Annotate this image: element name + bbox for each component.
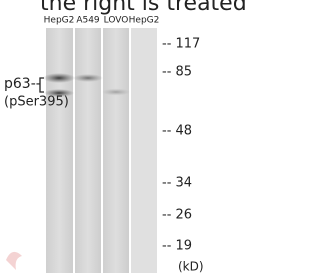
- marker-label: -- 85: [162, 65, 192, 80]
- band: [43, 73, 75, 83]
- band: [73, 74, 103, 82]
- marker-label: -- 34: [162, 176, 192, 191]
- lane-label: LOVO: [104, 16, 129, 26]
- lane: [131, 28, 157, 273]
- bracket: [40, 78, 44, 92]
- band: [102, 89, 130, 96]
- lane: [103, 28, 129, 273]
- lane: [75, 28, 101, 273]
- lane-label: HepG2: [129, 16, 160, 26]
- modification-label: (pSer395): [4, 95, 69, 110]
- watermark: [6, 252, 22, 270]
- marker-label: -- 48: [162, 124, 192, 139]
- marker-label: -- 117: [162, 37, 200, 52]
- western-blot: the right is treated w HepG2 A549 LOVO H…: [0, 0, 255, 280]
- lane-label: A549: [76, 16, 100, 26]
- caption: the right is treated w: [40, 0, 255, 16]
- lane-label: HepG2: [44, 16, 75, 26]
- target-label: p63--: [4, 76, 41, 92]
- lane: [46, 28, 73, 273]
- figure: the right is treated w HepG2 A549 LOVO H…: [0, 0, 255, 280]
- marker-label: -- 19: [162, 239, 192, 254]
- unit-label: (kD): [178, 260, 204, 274]
- marker-label: -- 26: [162, 208, 192, 223]
